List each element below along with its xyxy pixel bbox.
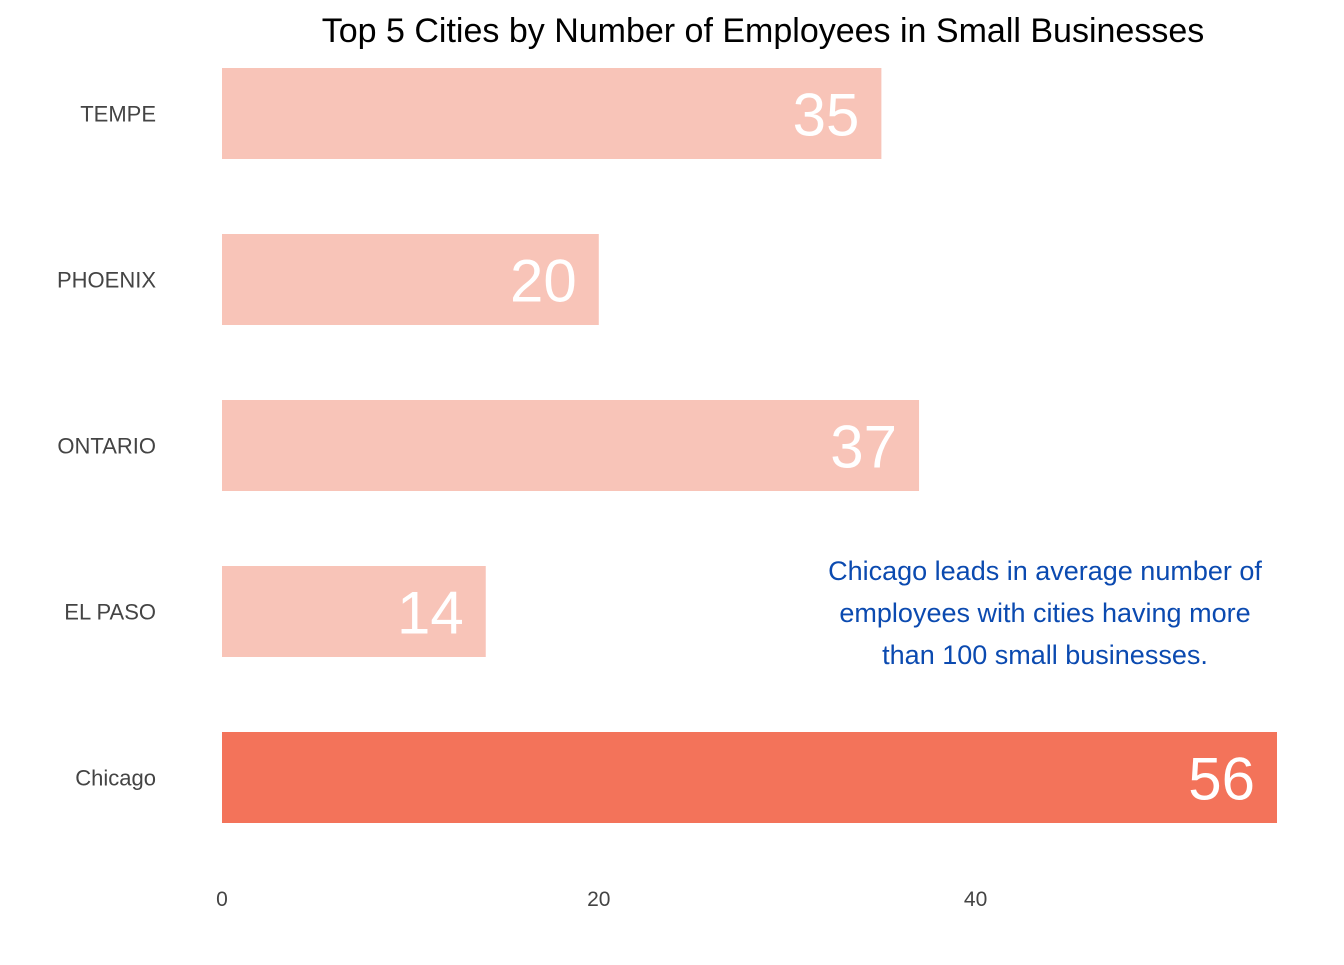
x-tick-label: 40 (964, 888, 987, 911)
bar (222, 732, 1277, 823)
annotation-line: Chicago leads in average number of (828, 556, 1262, 586)
bar (222, 68, 882, 159)
x-tick-label: 20 (587, 888, 610, 911)
y-tick-label: Chicago (75, 766, 156, 791)
bar-value-label: 20 (510, 248, 577, 315)
bar-value-label: 37 (830, 414, 897, 481)
annotation-line: than 100 small businesses. (882, 640, 1208, 670)
y-tick-label: ONTARIO (57, 434, 156, 459)
bar-value-label: 35 (793, 82, 860, 149)
bar-value-label: 14 (397, 580, 464, 647)
bar (222, 234, 599, 325)
chart-annotation: Chicago leads in average number of emplo… (790, 550, 1300, 676)
y-tick-label: TEMPE (80, 102, 156, 127)
bar-value-label: 56 (1188, 746, 1255, 813)
bar (222, 400, 920, 491)
annotation-line: employees with cities having more (839, 598, 1251, 628)
y-tick-label: PHOENIX (57, 268, 156, 293)
y-tick-label: EL PASO (64, 600, 156, 625)
x-tick-label: 0 (216, 888, 228, 911)
bar (222, 566, 486, 657)
chart-title: Top 5 Cities by Number of Employees in S… (321, 12, 1205, 50)
